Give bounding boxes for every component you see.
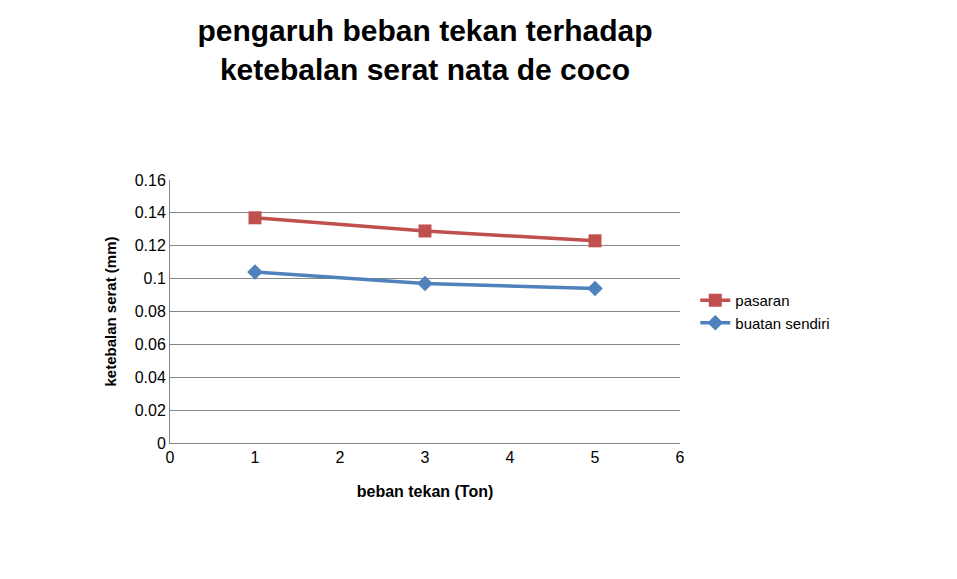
svg-text:6: 6 [676, 449, 685, 466]
svg-text:pasaran: pasaran [735, 292, 789, 309]
svg-text:0.12: 0.12 [135, 237, 166, 254]
svg-text:2: 2 [336, 449, 345, 466]
svg-text:0.16: 0.16 [135, 172, 166, 189]
svg-text:0.1: 0.1 [144, 270, 166, 287]
svg-text:5: 5 [591, 449, 600, 466]
svg-text:4: 4 [506, 449, 515, 466]
svg-text:0.08: 0.08 [135, 303, 166, 320]
svg-text:0.02: 0.02 [135, 402, 166, 419]
svg-text:0.04: 0.04 [135, 369, 166, 386]
svg-text:0.06: 0.06 [135, 336, 166, 353]
svg-text:1: 1 [251, 449, 260, 466]
svg-text:beban tekan (Ton): beban tekan (Ton) [357, 483, 494, 500]
svg-text:ketebalan serat (mm): ketebalan serat (mm) [102, 236, 119, 386]
svg-text:3: 3 [421, 449, 430, 466]
svg-text:0.14: 0.14 [135, 204, 166, 221]
svg-text:pengaruh beban tekan terhadapk: pengaruh beban tekan terhadapketebalan s… [197, 14, 652, 86]
svg-text:buatan sendiri: buatan sendiri [735, 315, 829, 332]
svg-text:0: 0 [166, 449, 175, 466]
svg-text:0: 0 [157, 435, 166, 452]
